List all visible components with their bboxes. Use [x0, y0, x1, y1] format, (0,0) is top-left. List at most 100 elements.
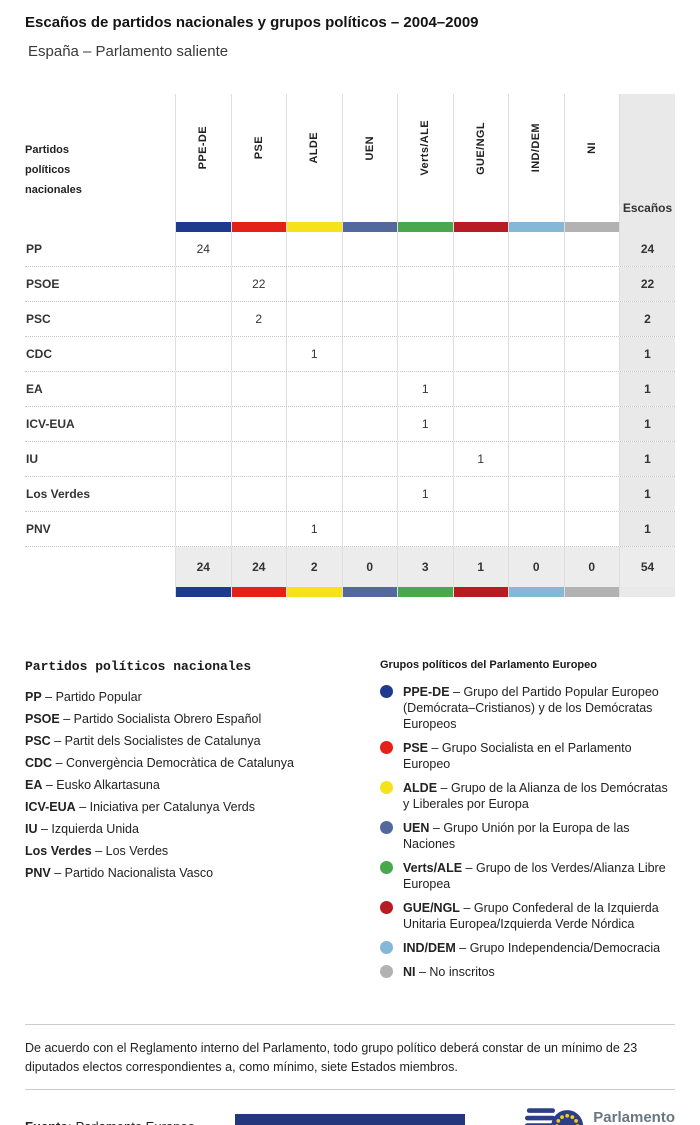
table-row: Los Verdes 1 1: [25, 477, 675, 512]
legend-item: CDC – Convergència Democràtica de Catalu…: [25, 756, 294, 770]
seat-cell: 1: [452, 442, 509, 476]
seat-cell: [230, 337, 287, 371]
color-bar-uen: [341, 222, 397, 232]
party-label: CDC: [26, 347, 52, 361]
seat-cell: [341, 477, 398, 511]
table-row: ICV-EUA 1 1: [25, 407, 675, 442]
political-groups-legend: Grupos políticos del Parlamento Europeo …: [380, 659, 675, 988]
seat-cell: [341, 302, 398, 336]
color-bar-verts-ale: [397, 222, 453, 232]
group-color-dot: [380, 941, 393, 954]
group-color-dot: [380, 821, 393, 834]
seat-cell: 1: [286, 337, 342, 371]
seat-cell: [286, 372, 342, 406]
totals-empty-cell: [25, 547, 175, 587]
seat-cell: [508, 337, 564, 371]
legend-item: ICV-EUA – Iniciativa per Catalunya Verds: [25, 800, 255, 814]
group-color-dot: [380, 685, 393, 698]
legend-item: UEN – Grupo Unión por la Europa de las N…: [380, 820, 675, 852]
seat-cell: [230, 407, 287, 441]
legend-item: ALDE – Grupo de la Alianza de los Demócr…: [380, 780, 675, 812]
divider: [25, 1024, 675, 1025]
group-color-dot: [380, 901, 393, 914]
seat-cell: [286, 302, 342, 336]
seat-cell: [286, 267, 342, 301]
column-total: 0: [508, 547, 564, 587]
column-total: 24: [230, 547, 286, 587]
legend-item: PPE-DE – Grupo del Partido Popular Europ…: [380, 684, 675, 732]
color-bar-ind-dem: [508, 587, 564, 597]
color-bar-seats: [619, 222, 675, 232]
color-bar-ind-dem: [508, 222, 564, 232]
seat-cell: 22: [230, 267, 287, 301]
seat-cell: [397, 302, 453, 336]
seat-cell: [452, 267, 509, 301]
group-color-dot: [380, 965, 393, 978]
legend-item: PSOE – Partido Socialista Obrero Español: [25, 712, 262, 726]
row-header-cell: Partidos políticos nacionales: [25, 94, 175, 222]
legend-item: GUE/NGL – Grupo Confederal de la Izquier…: [380, 900, 675, 932]
page-title: Escaños de partidos nacionales y grupos …: [25, 14, 479, 31]
column-header-ind-dem: IND/DEM: [508, 94, 564, 222]
table-row: PP 24 24: [25, 232, 675, 267]
party-label: PNV: [26, 522, 51, 536]
color-bar-seats: [619, 587, 675, 597]
color-bar-verts-ale: [397, 587, 453, 597]
table-header-row: Partidos políticos nacionales PPE-DE PSE…: [25, 94, 675, 222]
legend-item: EA – Eusko Alkartasuna: [25, 778, 160, 792]
seat-cell: [508, 267, 564, 301]
seat-cell: [230, 372, 287, 406]
color-bar-uen: [341, 587, 397, 597]
seat-cell: [175, 267, 231, 301]
color-bar-empty: [25, 222, 175, 232]
color-bar-ppe-de: [175, 222, 231, 232]
seat-cell: [286, 477, 342, 511]
column-total: 1: [452, 547, 508, 587]
seat-cell: [508, 372, 564, 406]
color-bar-alde: [286, 587, 342, 597]
column-total: 0: [341, 547, 397, 587]
column-total: 0: [563, 547, 619, 587]
legend-item: Los Verdes – Los Verdes: [25, 844, 169, 858]
seat-cell: [508, 407, 564, 441]
page-subtitle: España – Parlamento saliente: [28, 43, 229, 60]
seat-cell: [508, 442, 564, 476]
seat-cell: [452, 512, 509, 546]
table-row: IU 1 1: [25, 442, 675, 477]
color-bar-ni: [563, 587, 619, 597]
seat-cell: 2: [230, 302, 287, 336]
table-totals-row: 24 24 2 0 3 1 0 0 54: [25, 547, 675, 587]
color-bar-gue-ngl: [452, 587, 508, 597]
seat-cell: [452, 477, 509, 511]
seat-cell: [508, 232, 564, 266]
seat-cell: [175, 302, 231, 336]
seat-cell: [397, 337, 453, 371]
seat-cell: [341, 442, 398, 476]
seat-cell: 1: [397, 372, 453, 406]
grand-total: 54: [619, 547, 675, 587]
seat-cell: [563, 512, 620, 546]
color-bar-alde: [286, 222, 342, 232]
divider: [25, 1089, 675, 1090]
seat-cell: [563, 372, 620, 406]
legend-item: NI – No inscritos: [380, 964, 675, 980]
legend-item: PSE – Grupo Socialista en el Parlamento …: [380, 740, 675, 772]
row-total: 1: [619, 512, 675, 546]
row-total: 1: [619, 372, 675, 406]
seat-cell: [341, 372, 398, 406]
legend-item: IND/DEM – Grupo Independencia/Democracia: [380, 940, 675, 956]
color-bar-ni: [563, 222, 619, 232]
seat-cell: [175, 337, 231, 371]
column-header-alde: ALDE: [286, 94, 342, 222]
color-bar-empty: [25, 587, 175, 597]
legend-item: Verts/ALE – Grupo de los Verdes/Alianza …: [380, 860, 675, 892]
seat-cell: [175, 407, 231, 441]
seat-cell: [452, 232, 509, 266]
seat-cell: 1: [286, 512, 342, 546]
row-total: 1: [619, 477, 675, 511]
seat-cell: [563, 407, 620, 441]
european-parliament-logo: Parlamento Europeo: [525, 1104, 675, 1125]
party-label: PSOE: [26, 277, 60, 291]
seat-cell: [286, 232, 342, 266]
